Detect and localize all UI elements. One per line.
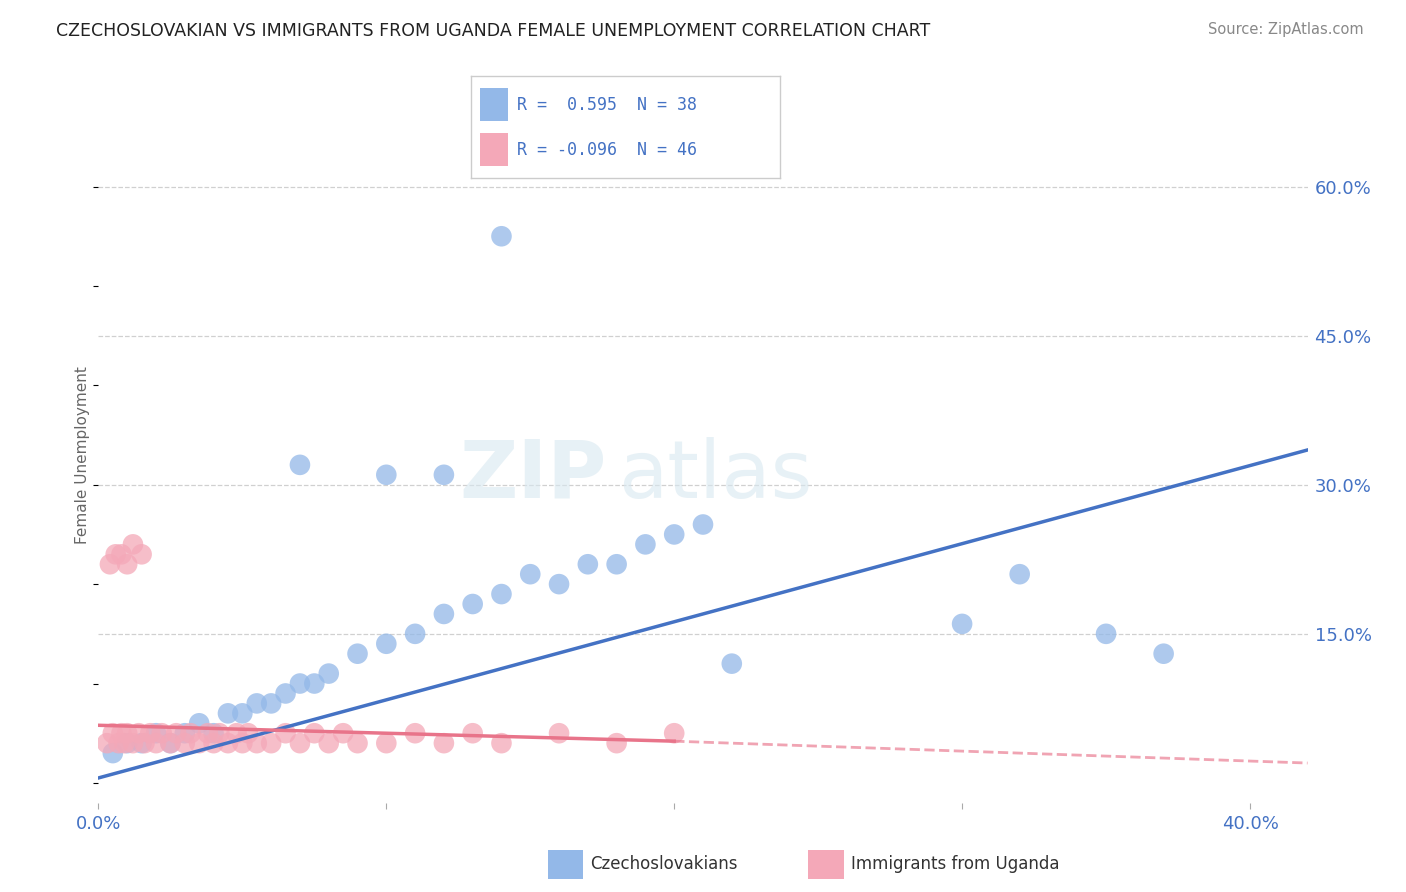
Point — [134, 736, 156, 750]
Point — [231, 706, 253, 721]
Point — [260, 736, 283, 750]
Point — [217, 706, 239, 721]
Point — [173, 736, 195, 750]
Point — [950, 616, 973, 631]
Point — [375, 736, 398, 750]
Point — [159, 736, 181, 750]
Point — [433, 467, 456, 482]
Point — [217, 736, 239, 750]
Point — [375, 637, 398, 651]
Point — [107, 736, 129, 750]
Text: Immigrants from Uganda: Immigrants from Uganda — [851, 855, 1059, 873]
Point — [346, 736, 368, 750]
Point — [274, 686, 297, 700]
Point — [110, 726, 132, 740]
Text: Czechoslovakians: Czechoslovakians — [591, 855, 738, 873]
Point — [606, 736, 628, 750]
Point — [112, 736, 135, 750]
Point — [246, 736, 269, 750]
Point — [304, 726, 326, 740]
Point — [115, 558, 138, 572]
Point — [692, 517, 714, 532]
Point — [139, 726, 162, 740]
Point — [101, 746, 124, 760]
Point — [404, 627, 426, 641]
Text: CZECHOSLOVAKIAN VS IMMIGRANTS FROM UGANDA FEMALE UNEMPLOYMENT CORRELATION CHART: CZECHOSLOVAKIAN VS IMMIGRANTS FROM UGAND… — [56, 22, 931, 40]
Point — [98, 558, 121, 572]
Point — [404, 726, 426, 740]
Point — [231, 736, 253, 750]
Point — [115, 726, 138, 740]
Point — [145, 736, 167, 750]
Point — [188, 736, 211, 750]
Point — [274, 726, 297, 740]
Text: atlas: atlas — [619, 437, 813, 515]
Point — [225, 726, 247, 740]
Point — [318, 736, 340, 750]
Point — [180, 726, 202, 740]
Point — [664, 527, 686, 541]
Text: ZIP: ZIP — [458, 437, 606, 515]
Point — [318, 666, 340, 681]
Point — [145, 726, 167, 740]
Point — [576, 558, 599, 572]
Point — [202, 726, 225, 740]
Point — [236, 726, 259, 740]
Point — [115, 736, 138, 750]
Point — [606, 558, 628, 572]
Point — [165, 726, 187, 740]
Point — [1095, 627, 1118, 641]
Text: R =  0.595  N = 38: R = 0.595 N = 38 — [517, 95, 697, 113]
Point — [104, 547, 127, 561]
Point — [1153, 647, 1175, 661]
Point — [491, 736, 513, 750]
Point — [122, 537, 145, 551]
Point — [173, 726, 195, 740]
Point — [332, 726, 354, 740]
Point — [101, 726, 124, 740]
Point — [519, 567, 541, 582]
Point — [150, 726, 173, 740]
Point — [246, 697, 269, 711]
Point — [188, 716, 211, 731]
Point — [131, 736, 153, 750]
Point — [288, 736, 311, 750]
Point — [346, 647, 368, 661]
Point — [131, 547, 153, 561]
Point — [375, 467, 398, 482]
Y-axis label: Female Unemployment: Female Unemployment — [75, 366, 90, 544]
Point — [260, 697, 283, 711]
Point — [664, 726, 686, 740]
Point — [202, 736, 225, 750]
Bar — [481, 133, 508, 166]
Point — [548, 577, 571, 591]
Point — [208, 726, 231, 740]
Point — [304, 676, 326, 690]
Point — [461, 726, 484, 740]
Point — [720, 657, 742, 671]
Point — [491, 587, 513, 601]
Point — [548, 726, 571, 740]
Text: R = -0.096  N = 46: R = -0.096 N = 46 — [517, 141, 697, 159]
Point — [461, 597, 484, 611]
Point — [491, 229, 513, 244]
Point — [288, 676, 311, 690]
Point — [197, 726, 219, 740]
Point — [288, 458, 311, 472]
Point — [96, 736, 118, 750]
Point — [128, 726, 150, 740]
Text: Source: ZipAtlas.com: Source: ZipAtlas.com — [1208, 22, 1364, 37]
Point — [433, 736, 456, 750]
Point — [110, 547, 132, 561]
Point — [122, 736, 145, 750]
Bar — [481, 88, 508, 121]
Point — [1008, 567, 1031, 582]
Point — [433, 607, 456, 621]
Point — [159, 736, 181, 750]
Point — [634, 537, 657, 551]
